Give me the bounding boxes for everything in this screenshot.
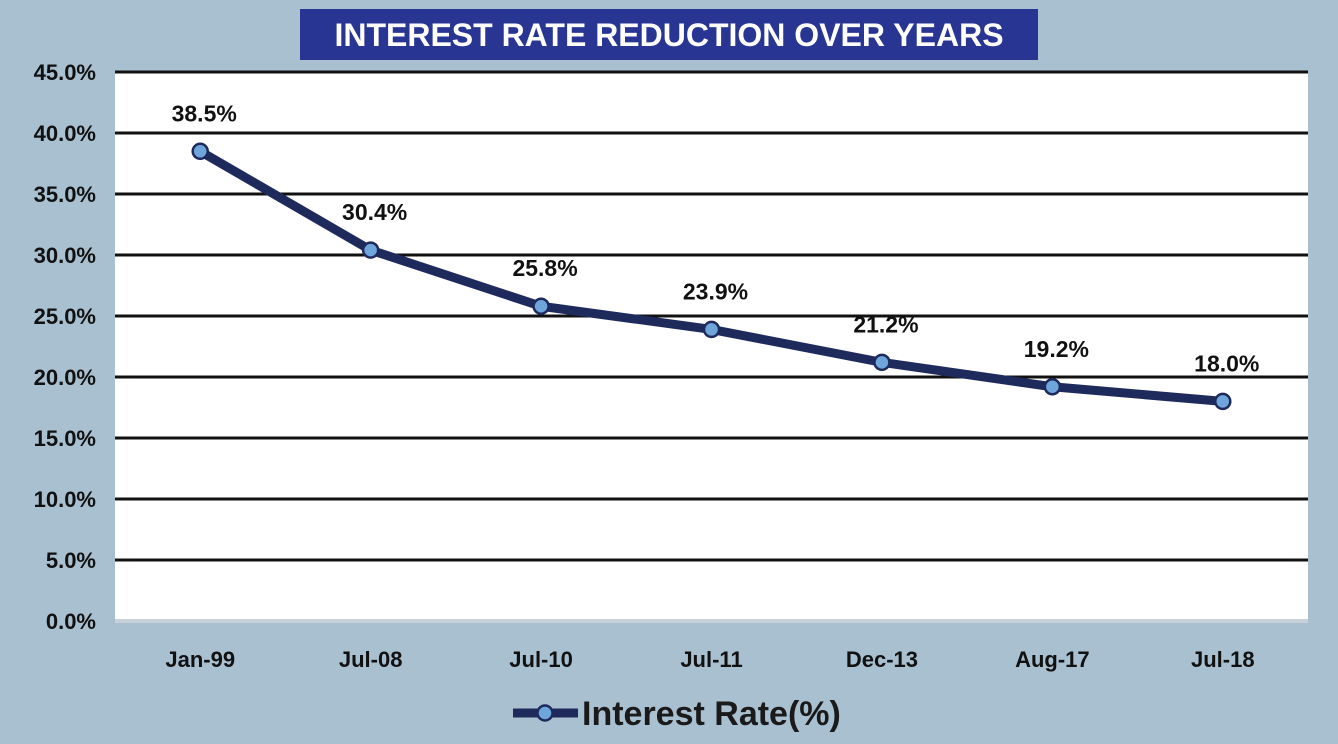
data-label: 19.2% bbox=[1024, 336, 1089, 362]
x-tick-label: Jul-18 bbox=[1191, 647, 1255, 672]
x-axis-tick-labels: Jan-99 Jul-08 Jul-10 Jul-11 Dec-13 Aug-17 Jul-… bbox=[165, 647, 1254, 672]
y-tick-label: 35.0% bbox=[34, 182, 96, 207]
data-point bbox=[873, 353, 891, 372]
data-point bbox=[191, 142, 209, 161]
y-tick-label: 5.0% bbox=[46, 548, 96, 573]
legend: Interest Rate(%) bbox=[513, 695, 841, 733]
y-tick-label: 20.0% bbox=[34, 365, 96, 390]
y-tick-label: 25.0% bbox=[34, 304, 96, 329]
legend-label: Interest Rate(%) bbox=[582, 695, 841, 733]
series-interest-rate bbox=[191, 142, 1232, 411]
x-tick-label: Jul-11 bbox=[680, 647, 742, 672]
y-tick-label: 45.0% bbox=[34, 60, 96, 85]
data-point bbox=[1214, 392, 1232, 411]
y-axis-tick-labels: 0.0% 5.0% 10.0% 15.0% 20.0% 25.0% 30.0% 35.0% 40… bbox=[34, 60, 96, 634]
data-labels: 38.5% 30.4% 25.8% 23.9% 21.2% 19.2% 18.0% bbox=[172, 100, 1260, 376]
chart-title: INTEREST RATE REDUCTION OVER YEARS bbox=[334, 17, 1003, 53]
data-label: 21.2% bbox=[853, 311, 918, 337]
legend-marker-swatch bbox=[536, 704, 554, 722]
data-label: 30.4% bbox=[342, 199, 407, 225]
x-tick-label: Jan-99 bbox=[165, 647, 235, 672]
y-tick-label: 10.0% bbox=[34, 487, 96, 512]
data-point bbox=[1043, 378, 1062, 396]
x-tick-label: Aug-17 bbox=[1015, 647, 1090, 672]
data-point bbox=[361, 241, 380, 259]
y-tick-label: 0.0% bbox=[46, 609, 96, 634]
data-label: 38.5% bbox=[172, 100, 237, 126]
x-tick-label: Jul-08 bbox=[339, 647, 403, 672]
data-point bbox=[702, 320, 721, 339]
data-label: 23.9% bbox=[683, 278, 748, 304]
y-tick-label: 15.0% bbox=[34, 426, 96, 451]
data-point bbox=[532, 297, 550, 315]
data-label: 18.0% bbox=[1194, 350, 1259, 376]
y-tick-label: 40.0% bbox=[34, 121, 96, 146]
plot-area bbox=[115, 72, 1308, 621]
y-tick-label: 30.0% bbox=[34, 243, 96, 268]
chart-title-box bbox=[300, 9, 1038, 60]
data-label: 25.8% bbox=[512, 255, 577, 281]
x-tick-label: Dec-13 bbox=[846, 647, 918, 672]
x-tick-label: Jul-10 bbox=[509, 647, 573, 672]
gridlines bbox=[115, 70, 1308, 562]
